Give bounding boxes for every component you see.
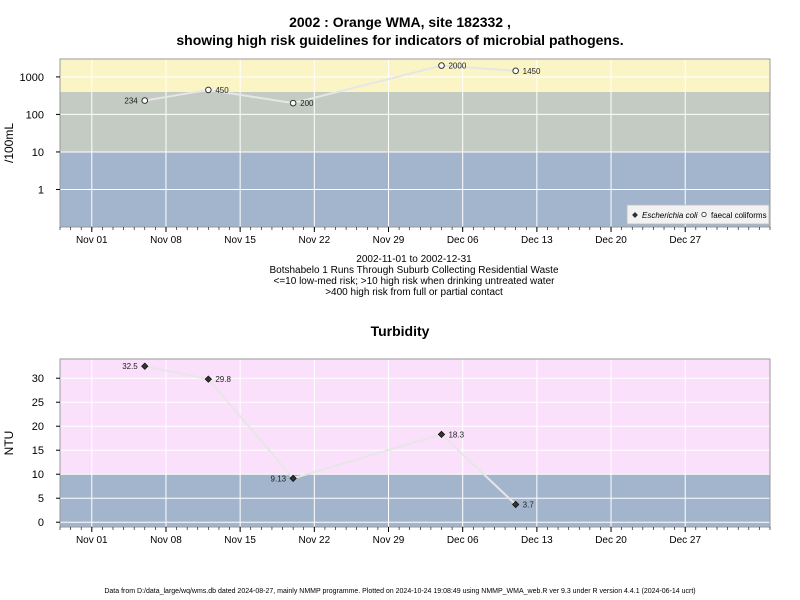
legend-marker-ecoli <box>632 212 638 218</box>
data-point <box>141 97 149 104</box>
data-point <box>204 375 212 383</box>
data-point <box>512 67 519 75</box>
legend-label-faecal: faecal coliforms <box>711 211 767 220</box>
footer-note: Data from D:/data_large/wq/wms.db dated … <box>104 588 696 595</box>
y-tick-label: 10 <box>32 147 44 159</box>
y-axis-label: /100mL <box>2 123 16 163</box>
x-tick-label: Nov 15 <box>224 235 256 246</box>
x-tick-label: Nov 01 <box>76 235 108 246</box>
x-tick-label: Nov 08 <box>150 535 182 546</box>
data-point <box>205 86 212 94</box>
x-tick-label: Dec 06 <box>447 535 479 546</box>
data-label: 32.5 <box>122 362 138 371</box>
y-tick-label: 5 <box>38 493 44 505</box>
risk-band-0 <box>60 474 770 527</box>
data-point <box>141 362 149 370</box>
x-tick-label: Nov 15 <box>224 535 256 546</box>
y-tick-label: 1000 <box>20 72 44 84</box>
caption-date-range: 2002-11-01 to 2002-12-31 <box>356 254 472 265</box>
microbial-chart: Nov 01 Nov 08 Nov 15 Nov 22 Nov 29 Dec 06 Dec … <box>2 58 771 246</box>
y-tick-label: 100 <box>26 109 44 121</box>
y-tick-label: 25 <box>32 397 44 409</box>
data-label: 2000 <box>448 62 466 71</box>
data-label: 29.8 <box>215 375 231 384</box>
x-tick-label: Dec 20 <box>595 535 627 546</box>
y-tick-label: 1 <box>38 184 44 196</box>
x-tick-label: Nov 01 <box>76 535 108 546</box>
data-point <box>437 430 446 438</box>
y-axis-label: NTU <box>2 431 16 456</box>
y-tick-label: 0 <box>38 517 44 529</box>
x-tick-label: Nov 29 <box>373 535 405 546</box>
plot-frame <box>59 58 771 228</box>
data-label: 200 <box>300 99 314 108</box>
plot-frame <box>59 358 771 528</box>
data-label: 18.3 <box>448 430 464 439</box>
y-tick-label: 20 <box>32 421 44 433</box>
x-tick-label: Nov 08 <box>150 235 182 246</box>
x-tick-label: Dec 13 <box>521 535 553 546</box>
caption-risk-contact: >400 high risk from full or partial cont… <box>325 287 503 298</box>
legend-marker-faecal <box>701 211 707 218</box>
x-tick-label: Nov 29 <box>373 235 405 246</box>
legend-label-ecoli: Escherichia coli <box>642 211 698 220</box>
data-label: 450 <box>215 86 229 95</box>
x-tick-label: Dec 27 <box>669 535 701 546</box>
caption-site-description: Botshabelo 1 Runs Through Suburb Collect… <box>269 265 559 276</box>
x-tick-label: Dec 27 <box>669 235 701 246</box>
data-label: 9.13 <box>271 474 287 483</box>
y-tick-label: 15 <box>32 445 44 457</box>
x-tick-label: Dec 13 <box>521 235 553 246</box>
y-tick-label: 30 <box>32 373 44 385</box>
legend-box <box>626 204 770 225</box>
data-label: 3.7 <box>523 500 535 509</box>
y-tick-label: 10 <box>32 469 44 481</box>
x-tick-label: Dec 20 <box>595 235 627 246</box>
risk-band-1 <box>60 91 770 152</box>
x-tick-label: Nov 22 <box>298 235 330 246</box>
chart-title-line2: showing high risk guidelines for indicat… <box>176 32 624 48</box>
data-point <box>512 500 520 509</box>
data-point <box>438 62 445 69</box>
x-tick-label: Nov 22 <box>298 535 330 546</box>
caption-risk-drinking: <=10 low-med risk; >10 high risk when dr… <box>273 276 555 287</box>
x-tick-label: Dec 06 <box>447 235 479 246</box>
data-point <box>289 99 297 107</box>
data-label: 1450 <box>523 67 541 76</box>
data-label: 234 <box>124 97 138 106</box>
risk-band-1 <box>60 359 770 475</box>
risk-band-2 <box>60 59 770 92</box>
data-point <box>289 474 297 483</box>
chart-title-line1: 2002 : Orange WMA, site 182332 , <box>289 14 511 30</box>
turbidity-title: Turbidity <box>370 323 430 339</box>
